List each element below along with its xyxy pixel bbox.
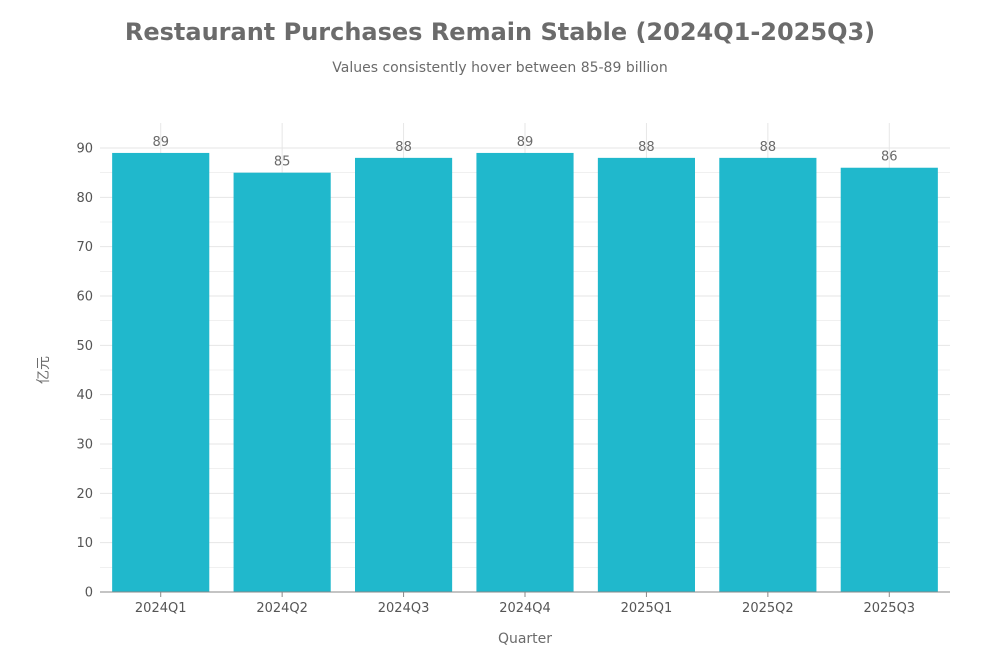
x-tick-label: 2024Q1 [135,601,187,616]
bars [112,152,938,592]
y-tick-label: 60 [76,290,93,305]
y-axis-title: 亿元 [36,356,52,384]
x-axis-title: Quarter [498,631,552,647]
x-tick-label: 2024Q4 [499,601,551,616]
bar-2025Q2 [719,157,817,592]
chart-subtitle: Values consistently hover between 85-89 … [332,60,668,76]
bar-2024Q1 [112,152,210,592]
y-tick-label: 70 [76,240,93,255]
data-label: 88 [760,140,777,155]
y-tick-label: 50 [76,339,93,354]
data-labels: 89 85 88 89 88 88 86 [152,135,897,170]
y-tick-label: 90 [76,142,93,157]
x-tick-label: 2024Q2 [256,601,308,616]
data-label: 88 [395,140,412,155]
data-label: 88 [638,140,655,155]
y-tick-label: 30 [76,438,93,453]
bar-2024Q2 [233,172,331,592]
bar-2025Q1 [597,157,695,592]
y-tick-label: 10 [76,536,93,551]
data-label: 89 [517,135,534,150]
y-tick-label: 80 [76,191,93,206]
y-tick-label: 20 [76,487,93,502]
axes: 0 10 20 30 40 50 60 70 80 90 2024Q1 2024Q2 2024Q3 202… [76,142,950,616]
bar-2024Q4 [476,152,574,592]
bar-2024Q3 [355,157,453,592]
y-tick-label: 0 [85,586,93,601]
x-tick-label: 2025Q2 [742,601,794,616]
x-tick-label: 2025Q1 [621,601,673,616]
data-label: 86 [881,150,898,165]
x-tick-label: 2024Q3 [378,601,430,616]
data-label: 89 [152,135,169,150]
chart-title: Restaurant Purchases Remain Stable (2024… [124,18,876,46]
bar-2025Q3 [840,167,938,592]
data-label: 85 [274,155,291,170]
x-tick-label: 2025Q3 [863,601,915,616]
y-tick-label: 40 [76,388,93,403]
